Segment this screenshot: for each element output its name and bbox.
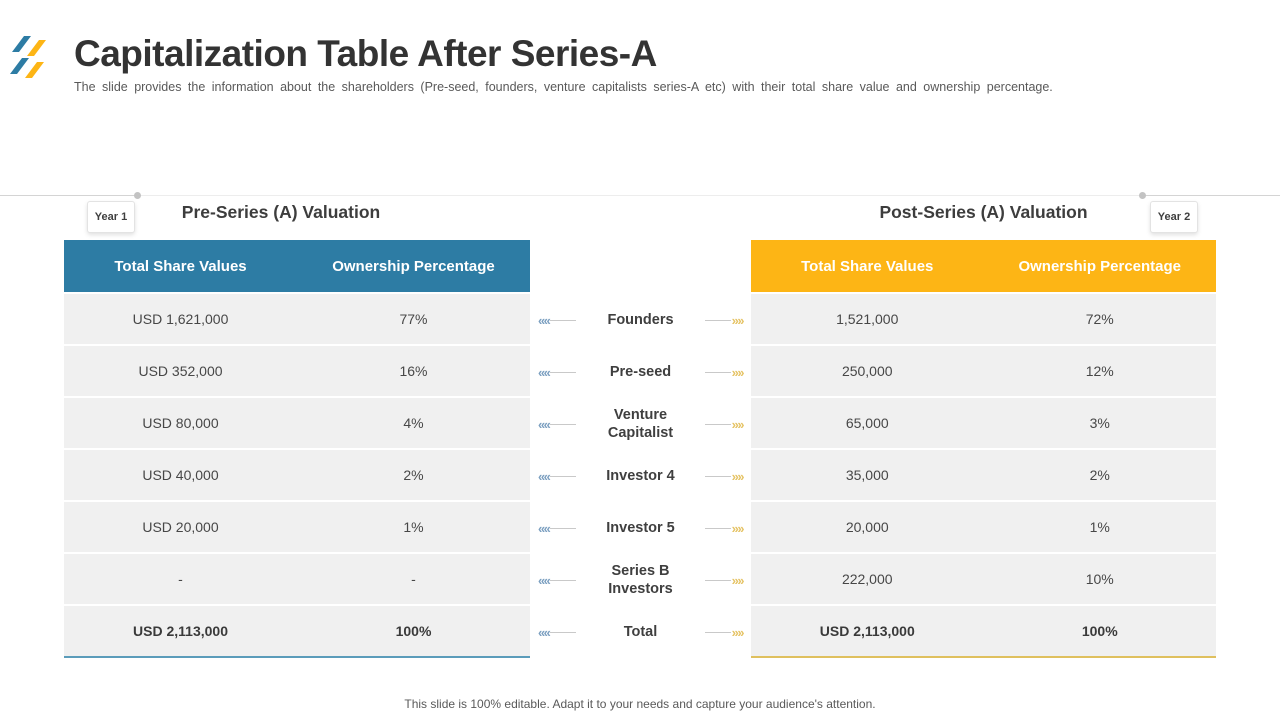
divider-line: [0, 195, 1280, 196]
row-label: Pre-seed: [609, 364, 672, 380]
row-label: Founders: [607, 312, 674, 328]
left-arrow-icon: ‹‹‹‹: [538, 418, 577, 431]
left-arrow-icon: ‹‹‹‹: [538, 626, 577, 639]
right-arrow-icon: ››››: [704, 418, 745, 431]
pct-value-cell: -: [411, 571, 416, 587]
right-arrow-icon: ››››: [704, 626, 745, 639]
connector-row-venture-capitalist: ‹‹‹‹ Venture Capitalist ››››: [530, 398, 751, 450]
pre-series-table-header: Total Share Values Ownership Percentage: [64, 240, 530, 292]
table-row: 250,000 12%: [751, 344, 1216, 396]
table-row: USD 80,000 4%: [64, 396, 530, 448]
right-arrow-icon: ››››: [704, 574, 745, 587]
pct-value-cell: 1%: [403, 519, 424, 535]
pct-value-cell: 12%: [1085, 363, 1114, 379]
table-row: USD 1,621,000 77%: [64, 292, 530, 344]
row-label: Series B Investors: [608, 563, 673, 597]
table-row: USD 20,000 1%: [64, 500, 530, 552]
left-arrow-icon: ‹‹‹‹: [538, 470, 577, 483]
share-value-cell: USD 20,000: [142, 519, 219, 535]
connector-row-investor-4: ‹‹‹‹ Investor 4 ››››: [530, 450, 751, 502]
row-label: Total: [623, 624, 658, 640]
pct-value-cell: 3%: [1089, 415, 1110, 431]
table-row: USD 352,000 16%: [64, 344, 530, 396]
pre-series-table: Total Share Values Ownership Percentage …: [64, 240, 530, 658]
pct-value-cell: 77%: [399, 311, 428, 327]
pre-series-heading: Pre-Series (A) Valuation: [181, 202, 381, 222]
right-arrow-icon: ››››: [704, 522, 745, 535]
table-row: 20,000 1%: [751, 500, 1216, 552]
column-header-pct: Ownership Percentage: [332, 257, 495, 275]
page-subtitle: The slide provides the information about…: [74, 80, 1053, 94]
share-value-cell: -: [178, 571, 183, 587]
pct-value-cell: 2%: [403, 467, 424, 483]
right-arrow-icon: ››››: [704, 314, 745, 327]
table-row: - -: [64, 552, 530, 604]
pct-value-cell: 72%: [1085, 311, 1114, 327]
share-value-cell: USD 352,000: [138, 363, 223, 379]
share-value-cell: 1,521,000: [836, 311, 899, 327]
table-total-row: USD 2,113,000 100%: [751, 604, 1216, 656]
table-row: 1,521,000 72%: [751, 292, 1216, 344]
post-series-table-header: Total Share Values Ownership Percentage: [751, 240, 1216, 292]
divider-segment-right: [1142, 195, 1280, 196]
connector-row-total: ‹‹‹‹ Total ››››: [530, 606, 751, 658]
share-value-cell: 65,000: [845, 415, 889, 431]
table-row: 65,000 3%: [751, 396, 1216, 448]
company-logo-icon: [10, 36, 46, 78]
connector-dot-left: [134, 192, 141, 199]
year-2-badge: Year 2: [1150, 201, 1198, 233]
pct-total-cell: 100%: [1081, 623, 1118, 639]
share-value-cell: USD 80,000: [142, 415, 219, 431]
connector-row-series-b: ‹‹‹‹ Series B Investors ››››: [530, 554, 751, 606]
right-arrow-icon: ››››: [704, 470, 745, 483]
connector-row-investor-5: ‹‹‹‹ Investor 5 ››››: [530, 502, 751, 554]
page-title: Capitalization Table After Series-A: [74, 33, 657, 74]
share-value-cell: 250,000: [841, 363, 893, 379]
row-label: Venture Capitalist: [607, 407, 674, 441]
row-label: Investor 4: [606, 468, 675, 484]
pct-value-cell: 2%: [1089, 467, 1110, 483]
year-1-badge: Year 1: [87, 201, 135, 233]
editable-note: This slide is 100% editable. Adapt it to…: [404, 697, 876, 711]
pct-value-cell: 4%: [403, 415, 424, 431]
left-arrow-icon: ‹‹‹‹: [538, 314, 577, 327]
left-arrow-icon: ‹‹‹‹: [538, 522, 577, 535]
pct-total-cell: 100%: [395, 623, 432, 639]
table-row: 35,000 2%: [751, 448, 1216, 500]
pct-value-cell: 1%: [1089, 519, 1110, 535]
right-arrow-icon: ››››: [704, 366, 745, 379]
share-value-cell: USD 1,621,000: [132, 311, 229, 327]
left-arrow-icon: ‹‹‹‹: [538, 366, 577, 379]
connector-dot-right: [1139, 192, 1146, 199]
column-header-share: Total Share Values: [114, 257, 247, 275]
share-value-cell: 35,000: [845, 467, 889, 483]
left-arrow-icon: ‹‹‹‹: [538, 574, 577, 587]
share-value-cell: 20,000: [845, 519, 889, 535]
pct-value-cell: 16%: [399, 363, 428, 379]
table-total-row: USD 2,113,000 100%: [64, 604, 530, 656]
row-label: Investor 5: [606, 520, 675, 536]
divider-segment-left: [0, 195, 137, 196]
pct-value-cell: 10%: [1085, 571, 1114, 587]
column-header-pct: Ownership Percentage: [1018, 257, 1182, 275]
share-total-cell: USD 2,113,000: [133, 623, 228, 639]
column-header-share: Total Share Values: [801, 257, 934, 275]
connector-row-founders: ‹‹‹‹ Founders ››››: [530, 294, 751, 346]
post-series-heading: Post-Series (A) Valuation: [879, 202, 1088, 222]
share-value-cell: USD 40,000: [142, 467, 219, 483]
post-series-table: Total Share Values Ownership Percentage …: [751, 240, 1216, 658]
table-row: USD 40,000 2%: [64, 448, 530, 500]
connector-row-pre-seed: ‹‹‹‹ Pre-seed ››››: [530, 346, 751, 398]
share-value-cell: 222,000: [841, 571, 893, 587]
table-row: 222,000 10%: [751, 552, 1216, 604]
share-total-cell: USD 2,113,000: [819, 623, 915, 639]
